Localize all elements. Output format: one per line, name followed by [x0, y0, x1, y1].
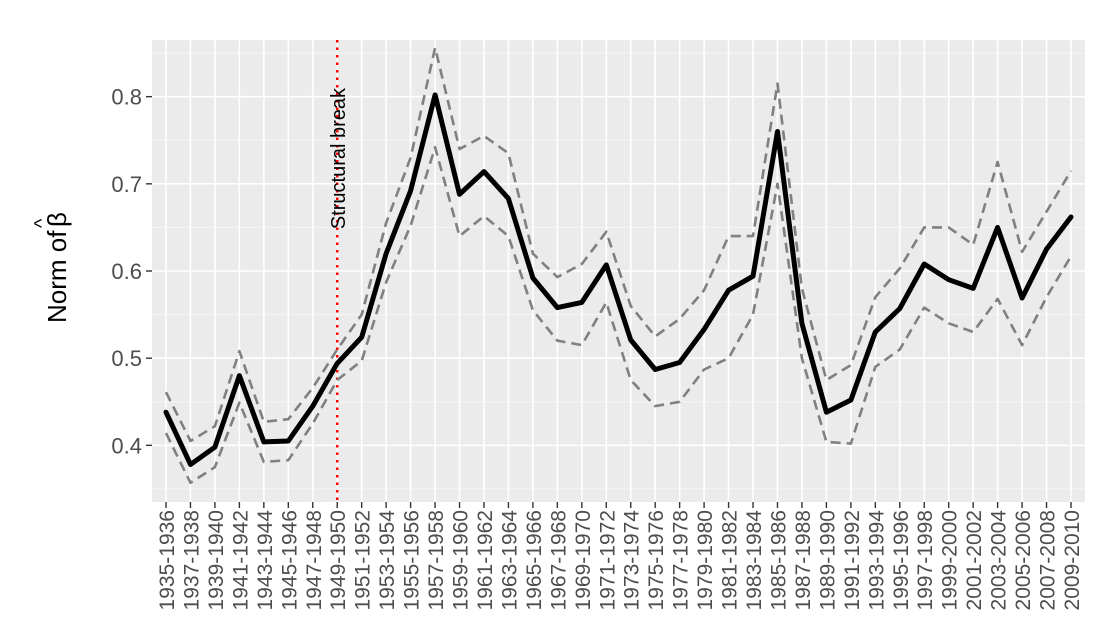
x-tick-label: 1939-1940	[205, 510, 228, 610]
y-tick-label: 0.8	[111, 85, 142, 110]
x-tick-label: 1975-1976	[645, 510, 668, 610]
x-tick-label: 2009-2010	[1061, 510, 1084, 610]
x-tick-label: 2003-2004	[988, 510, 1011, 611]
confidence-bands	[164, 46, 1073, 485]
x-tick-label: 1963-1964	[498, 510, 521, 611]
x-tick-label: 1955-1956	[401, 510, 424, 610]
x-tick-label: 1983-1984	[743, 510, 766, 611]
y-axis: 0.4 0.5 0.6 0.7 0.8	[111, 85, 152, 458]
x-tick-label: 2005-2006	[1012, 510, 1035, 610]
x-tick-label: 1999-2000	[939, 510, 962, 610]
y-tick-label: 0.6	[111, 259, 142, 284]
annotation: Structural break	[328, 87, 350, 229]
x-tick-label: 1979-1980	[694, 510, 717, 610]
x-tick-label: 1945-1946	[278, 510, 301, 610]
x-tick-label: 1973-1974	[621, 510, 644, 611]
y-tick-label: 0.7	[111, 172, 142, 197]
y-axis-title-hat: ^	[31, 218, 53, 228]
x-tick-label: 1987-1988	[792, 510, 815, 610]
y-axis-title-beta: β	[42, 212, 72, 227]
x-tick-label: 1995-1996	[890, 510, 913, 610]
x-tick-label: 1957-1958	[425, 510, 448, 610]
x-tick-label: 1971-1972	[596, 510, 619, 610]
x-tick-label: 1993-1994	[865, 510, 888, 611]
estimate-series	[163, 92, 1074, 467]
x-tick-label: 1997-1998	[914, 510, 937, 610]
x-tick-label: 1989-1990	[816, 510, 839, 610]
x-tick-label: 1967-1968	[547, 510, 570, 610]
structural-break-label: Structural break	[328, 87, 350, 229]
minor-gridlines	[152, 52, 1085, 490]
x-tick-label: 2001-2002	[963, 510, 986, 610]
y-axis-title: Norm of β ^	[31, 212, 72, 323]
major-gridlines	[152, 40, 1085, 502]
x-tick-label: 1985-1986	[767, 510, 790, 610]
x-tick-label: 1941-1942	[229, 510, 252, 610]
lower-band-line	[164, 145, 1073, 485]
y-axis-title-text: Norm of	[42, 230, 72, 323]
upper-band-line	[164, 46, 1073, 443]
estimate-line	[163, 92, 1074, 467]
x-tick-label: 1981-1982	[719, 510, 742, 610]
x-axis: 1935-1936 1937-1938 1939-1940 1941-1942 1943…	[156, 502, 1084, 610]
x-tick-label: 1965-1966	[523, 510, 546, 610]
x-tick-label: 1961-1962	[474, 510, 497, 610]
x-tick-label: 1943-1944	[254, 510, 277, 611]
x-tick-label: 1951-1952	[352, 510, 375, 610]
x-tick-label: 1937-1938	[180, 510, 203, 610]
x-tick-label: 1991-1992	[841, 510, 864, 610]
x-tick-label: 2007-2008	[1037, 510, 1060, 610]
x-tick-label: 1969-1970	[572, 510, 595, 610]
x-tick-label: 1949-1950	[327, 510, 350, 610]
x-tick-label: 1953-1954	[376, 510, 399, 611]
x-tick-label: 1935-1936	[156, 510, 179, 610]
x-tick-label: 1947-1948	[303, 510, 326, 610]
x-tick-label: 1959-1960	[450, 510, 473, 610]
y-tick-label: 0.5	[111, 346, 142, 371]
x-tick-label: 1977-1978	[670, 510, 693, 610]
y-tick-label: 0.4	[111, 433, 142, 458]
